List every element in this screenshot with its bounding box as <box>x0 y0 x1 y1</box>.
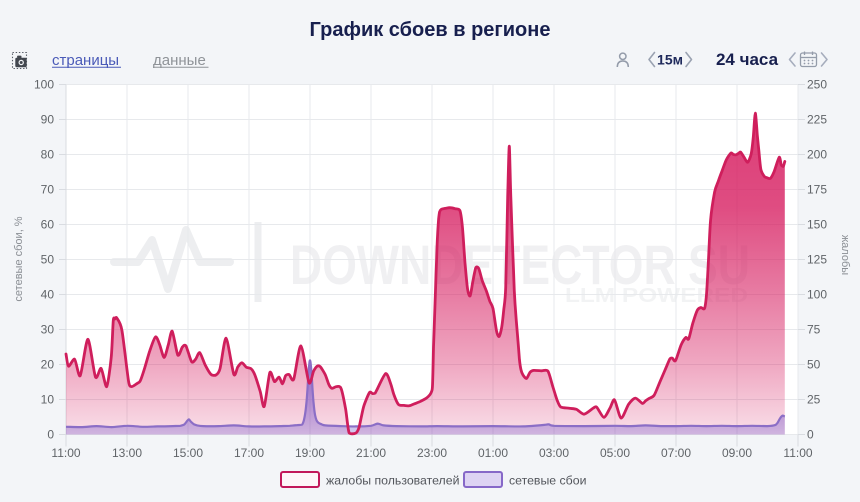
svg-text:График сбоев в регионе: График сбоев в регионе <box>310 19 551 41</box>
svg-text:250: 250 <box>807 78 827 92</box>
svg-text:07:00: 07:00 <box>661 446 691 460</box>
svg-text:0: 0 <box>807 428 814 442</box>
svg-text:данные: данные <box>153 52 206 69</box>
svg-text:20: 20 <box>41 358 55 372</box>
svg-text:100: 100 <box>34 78 54 92</box>
svg-text:100: 100 <box>807 288 827 302</box>
svg-text:90: 90 <box>41 113 55 127</box>
svg-text:30: 30 <box>41 323 55 337</box>
svg-text:150: 150 <box>807 218 827 232</box>
svg-text:175: 175 <box>807 183 827 197</box>
svg-text:11:00: 11:00 <box>783 446 812 460</box>
svg-text:25: 25 <box>807 393 821 407</box>
svg-text:80: 80 <box>41 148 55 162</box>
svg-text:сетевые сбои: сетевые сбои <box>509 474 587 488</box>
svg-text:09:00: 09:00 <box>722 446 752 460</box>
svg-text:03:00: 03:00 <box>539 446 569 460</box>
svg-text:60: 60 <box>41 218 55 232</box>
svg-text:DOWNDETECTOR SU: DOWNDETECTOR SU <box>290 233 750 296</box>
svg-text:LLM POWERED: LLM POWERED <box>565 285 748 307</box>
svg-text:11:00: 11:00 <box>51 446 80 460</box>
svg-text:50: 50 <box>41 253 55 267</box>
svg-text:23:00: 23:00 <box>417 446 447 460</box>
svg-text:225: 225 <box>807 113 827 127</box>
svg-text:0: 0 <box>47 428 54 442</box>
svg-text:сетевые сбои, %: сетевые сбои, % <box>13 216 25 301</box>
svg-text:125: 125 <box>807 253 827 267</box>
svg-text:10: 10 <box>41 393 55 407</box>
svg-text:24 часа: 24 часа <box>716 50 779 69</box>
svg-text:40: 40 <box>41 288 55 302</box>
svg-text:15м: 15м <box>657 52 683 68</box>
svg-text:17:00: 17:00 <box>234 446 264 460</box>
svg-text:жалобы пользователей: жалобы пользователей <box>326 474 460 488</box>
svg-text:05:00: 05:00 <box>600 446 630 460</box>
svg-text:50: 50 <box>807 358 821 372</box>
svg-text:70: 70 <box>41 183 55 197</box>
svg-text:страницы: страницы <box>52 52 119 69</box>
svg-text:13:00: 13:00 <box>112 446 142 460</box>
svg-text:19:00: 19:00 <box>295 446 325 460</box>
svg-text:01:00: 01:00 <box>478 446 508 460</box>
svg-text:75: 75 <box>807 323 821 337</box>
svg-text:21:00: 21:00 <box>356 446 386 460</box>
svg-text:жалобы: жалобы <box>839 235 851 275</box>
svg-text:200: 200 <box>807 148 827 162</box>
svg-text:15:00: 15:00 <box>173 446 203 460</box>
